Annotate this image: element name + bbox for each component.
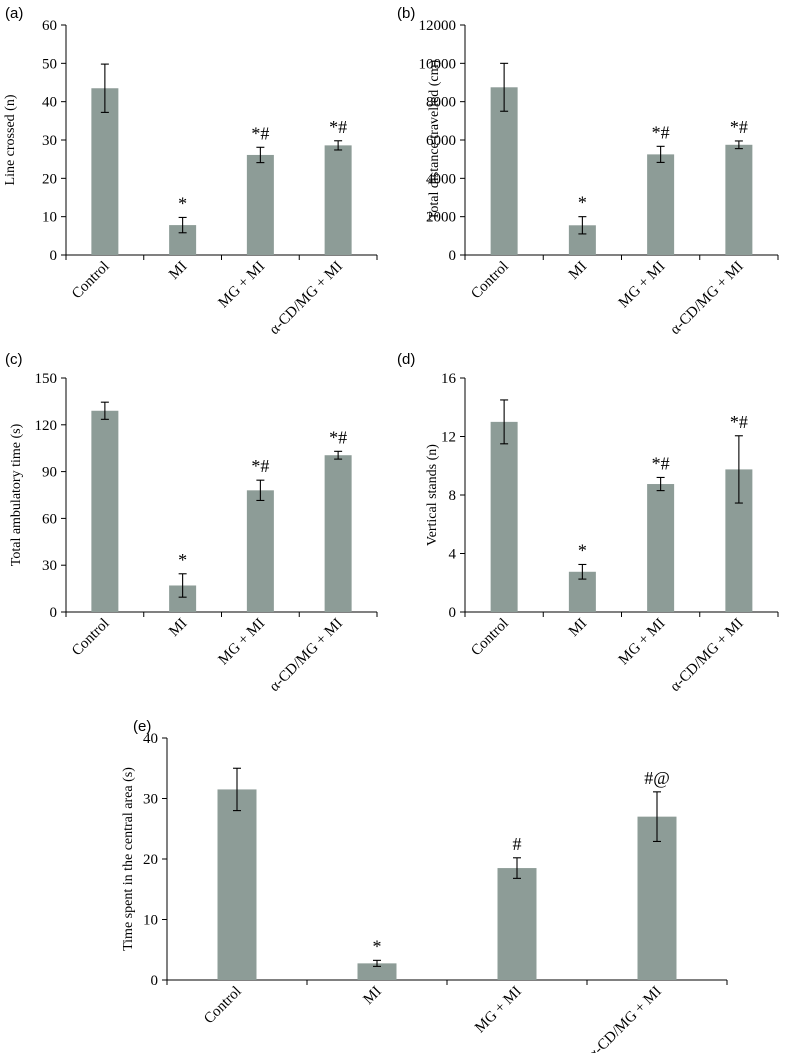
bar	[91, 410, 119, 612]
bar	[725, 144, 753, 255]
y-axis-label: Total distance travelled (cm)	[427, 59, 442, 220]
y-tick-label: 4000	[426, 171, 456, 187]
x-tick-label: MG + MI	[472, 984, 525, 1037]
significance-marker: *#	[329, 117, 347, 137]
x-tick-label: MG + MI	[216, 616, 269, 669]
x-tick-label: Control	[468, 259, 512, 303]
y-tick-label: 30	[42, 558, 57, 574]
y-tick-label: 8	[449, 488, 457, 504]
y-tick-label: 0	[151, 973, 159, 989]
x-tick-label: MI	[166, 616, 190, 640]
x-tick-label: MG + MI	[216, 259, 269, 312]
panel-letter: (c)	[5, 351, 23, 368]
x-tick-label: MI	[566, 259, 590, 283]
x-tick-label: α-CD/MG + MI	[585, 984, 664, 1053]
significance-marker: #	[513, 834, 522, 854]
y-tick-label: 8000	[426, 95, 456, 111]
x-tick-label: Control	[69, 259, 113, 303]
y-tick-label: 30	[143, 792, 158, 808]
bar	[490, 87, 518, 256]
y-tick-label: 20	[143, 852, 158, 868]
significance-marker: #@	[644, 768, 670, 788]
bar	[647, 484, 675, 612]
x-tick-label: Control	[69, 616, 113, 660]
bar	[357, 963, 397, 980]
y-tick-label: 120	[35, 418, 58, 434]
chart-panel-5: (e) 0 10 20 30 40 Time spent in the central ar…	[121, 718, 728, 1053]
y-tick-label: 0	[50, 248, 58, 264]
y-tick-label: 2000	[426, 210, 456, 226]
x-tick-label: MG + MI	[616, 259, 669, 312]
bar	[246, 154, 274, 255]
y-axis-label: Vertical stands (n)	[425, 444, 440, 546]
y-tick-label: 10000	[419, 56, 457, 72]
y-tick-label: 10	[143, 913, 158, 929]
y-tick-label: 0	[449, 605, 457, 621]
x-tick-label: MI	[361, 984, 385, 1008]
significance-marker: *#	[730, 412, 748, 432]
significance-marker: *#	[251, 456, 269, 476]
chart-panel-3: (c) 0 30 60 90 120 150 Total ambulatory time (s…	[5, 351, 378, 695]
significance-marker: *#	[730, 117, 748, 137]
x-tick-label: α-CD/MG + MI	[267, 616, 346, 695]
y-axis-label: Time spent in the central area (s)	[121, 767, 136, 951]
bar	[246, 490, 274, 612]
bar	[217, 789, 257, 980]
significance-marker: *	[373, 936, 382, 956]
bar	[647, 154, 675, 255]
significance-marker: *	[178, 550, 187, 570]
y-tick-label: 20	[42, 171, 57, 187]
y-tick-label: 16	[441, 371, 457, 387]
panel-letter: (b)	[397, 5, 415, 22]
chart-panel-2: (b) 0 2000 4000 6000 8000 10000 12000 Total dist…	[397, 5, 779, 338]
bar	[637, 816, 677, 980]
significance-marker: *	[578, 540, 587, 560]
bar	[497, 868, 537, 980]
y-tick-label: 6000	[426, 133, 456, 149]
bar	[490, 421, 518, 612]
y-tick-label: 12	[441, 430, 456, 446]
y-tick-label: 50	[42, 56, 57, 72]
significance-marker: *#	[329, 427, 347, 447]
panel-letter: (a)	[5, 5, 23, 22]
panel-letter: (d)	[397, 351, 415, 368]
x-tick-label: α-CD/MG + MI	[267, 259, 346, 338]
x-tick-label: MI	[166, 259, 190, 283]
y-tick-label: 30	[42, 133, 57, 149]
significance-marker: *	[178, 193, 187, 213]
y-tick-label: 60	[42, 18, 57, 34]
x-tick-label: Control	[468, 616, 512, 660]
x-tick-label: α-CD/MG + MI	[667, 616, 746, 695]
y-tick-label: 0	[50, 605, 58, 621]
bar	[324, 145, 352, 255]
y-tick-label: 40	[143, 731, 158, 747]
y-tick-label: 10	[42, 210, 57, 226]
x-tick-label: MG + MI	[616, 616, 669, 669]
chart-panel-4: (d) 0 4 8 12 16 Vertical stands (n) Control * MI *…	[397, 351, 779, 695]
y-tick-label: 150	[35, 371, 58, 387]
y-tick-label: 4	[449, 547, 457, 563]
bar	[91, 88, 119, 255]
bar	[324, 455, 352, 612]
significance-marker: *#	[652, 453, 670, 473]
y-tick-label: 40	[42, 95, 57, 111]
significance-marker: *#	[251, 123, 269, 143]
chart-panel-1: (a) 0 10 20 30 40 50 60 Line crossed (n) Control *…	[3, 5, 378, 338]
y-tick-label: 12000	[419, 18, 457, 34]
x-tick-label: MI	[566, 616, 590, 640]
x-tick-label: α-CD/MG + MI	[667, 259, 746, 338]
y-axis-label: Line crossed (n)	[3, 94, 18, 185]
significance-marker: *#	[652, 122, 670, 142]
x-tick-label: Control	[201, 984, 245, 1028]
y-tick-label: 90	[42, 465, 57, 481]
y-tick-label: 60	[42, 511, 57, 527]
panel-letter: (e)	[133, 718, 151, 735]
y-tick-label: 0	[449, 248, 457, 264]
y-axis-label: Total ambulatory time (s)	[9, 423, 24, 566]
significance-marker: *	[578, 193, 587, 213]
